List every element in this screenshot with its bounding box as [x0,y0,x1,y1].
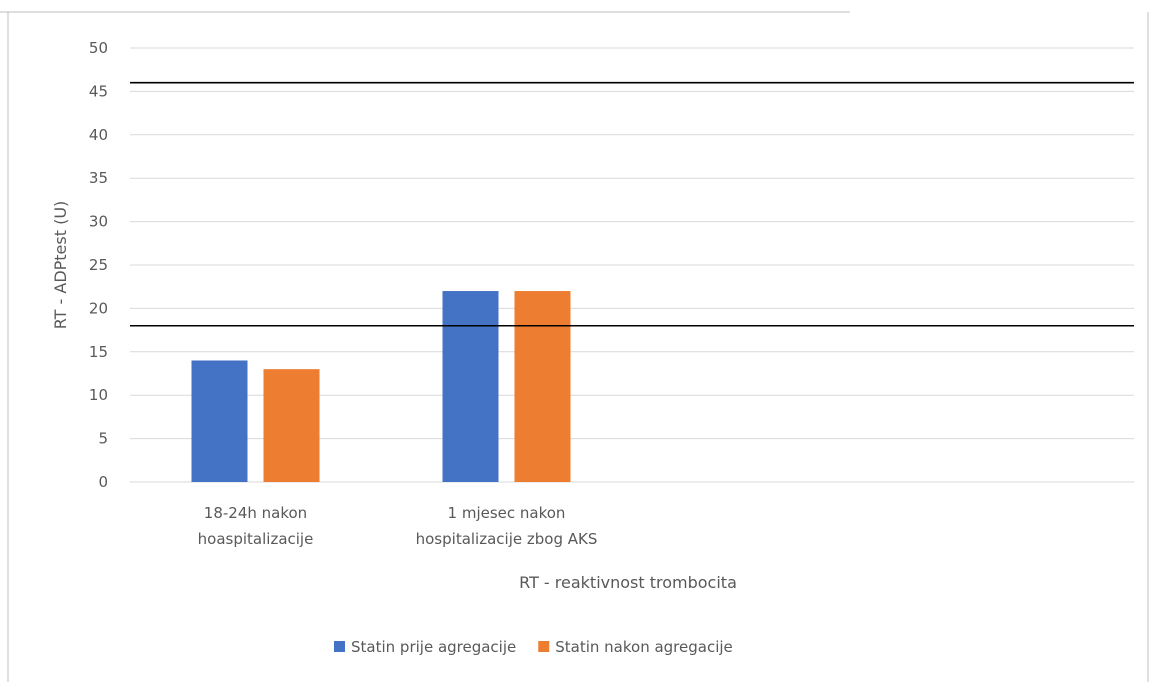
y-tick-label: 10 [89,386,108,404]
x-category-labels: 18-24h nakon hoaspitalizacije 1 mjesec nak… [198,504,598,548]
legend-swatch [538,641,550,652]
legend: Statin prije agregacije Statin nakon agre… [334,638,733,656]
y-tick-labels: 0 5 10 15 20 25 30 35 40 45 50 [89,39,108,491]
bar [191,360,248,482]
y-tick-label: 25 [89,256,108,274]
y-tick-label: 5 [98,430,108,448]
bar [442,291,499,482]
x-axis-title: RT - reaktivnost trombocita [519,573,737,592]
y-tick-label: 15 [89,343,108,361]
legend-label: Statin prije agregacije [351,638,516,656]
x-category-label: 18-24h nakon [204,504,307,522]
y-axis-title: RT - ADPtest (U) [51,201,70,330]
legend-swatch [334,641,345,652]
y-tick-label: 35 [89,169,108,187]
bar [263,369,320,482]
x-category-label: 1 mjesec nakon [448,504,566,522]
bar [514,291,571,482]
y-tick-label: 50 [89,39,108,57]
y-tick-label: 30 [89,213,108,231]
y-tick-label: 40 [89,126,108,144]
y-tick-label: 20 [89,299,108,317]
y-tick-label: 0 [98,473,108,491]
legend-label: Statin nakon agregacije [555,638,733,656]
x-category-label: hospitalizacije zbog AKS [416,530,598,548]
y-tick-label: 45 [89,82,108,100]
bars [191,291,571,482]
x-category-label: hoaspitalizacije [198,530,314,548]
reference-lines [130,81,1134,327]
